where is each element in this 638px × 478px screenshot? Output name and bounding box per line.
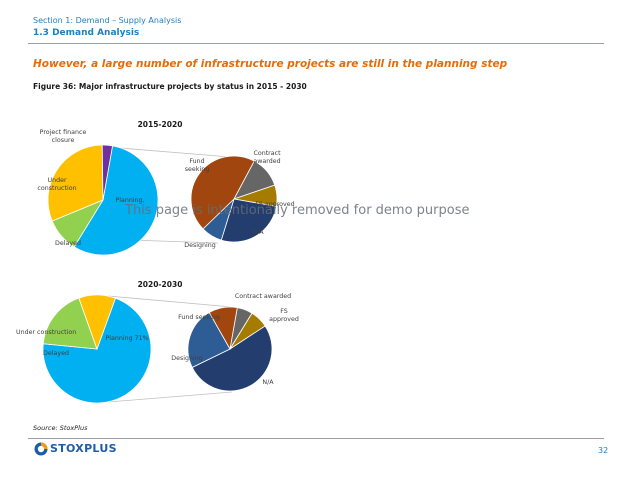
header-divider bbox=[28, 43, 604, 44]
slice-label-fund-seeking: Fund seeking bbox=[178, 314, 220, 321]
slice-label-designing: Designing bbox=[171, 355, 202, 362]
logo-wordmark: STOXPLUS bbox=[50, 442, 117, 455]
slice-label-delayed: Delayed bbox=[43, 350, 69, 357]
page-number: 32 bbox=[598, 446, 609, 455]
slice-label-project-finance: Project finance closure bbox=[40, 129, 87, 144]
pie-slice-delayed bbox=[42, 297, 98, 350]
section-label: Section 1: Demand – Supply Analysis bbox=[33, 16, 182, 25]
slice-label-na: N/A bbox=[252, 229, 264, 236]
pie-slice-planning bbox=[73, 145, 159, 256]
pie-slice-under-construction bbox=[78, 294, 116, 351]
pie-slice-under-construction bbox=[47, 144, 104, 222]
pie-slice-n-a bbox=[220, 198, 277, 243]
chart-title-2020: 2020-2030 bbox=[138, 280, 183, 289]
slice-label-fs-approved: FS approved bbox=[269, 308, 299, 323]
connector-line bbox=[129, 239, 219, 244]
slice-label-planning: Planning 71% bbox=[105, 335, 148, 342]
stoxplus-logo-icon bbox=[34, 442, 48, 456]
slice-label-na: N/A bbox=[262, 379, 274, 386]
pie-2015-main bbox=[47, 144, 159, 256]
pie-slice-fund-seeking bbox=[190, 155, 255, 230]
connector-line bbox=[107, 391, 233, 403]
slice-label-under-construction: Under construction bbox=[16, 329, 76, 336]
pie-slice-designing bbox=[187, 311, 231, 368]
slice-label-fund-seeking: Fund seeking bbox=[185, 158, 209, 173]
connector-line bbox=[107, 295, 233, 308]
slice-label-designing: Designing bbox=[184, 242, 215, 249]
slice-label-contract-awarded: Contract awarded bbox=[235, 293, 291, 300]
pie-slice-project-finance-closure bbox=[101, 144, 114, 201]
pie-2020-breakdown bbox=[187, 306, 273, 392]
pie-2015-breakdown bbox=[190, 155, 278, 243]
footer-divider bbox=[28, 438, 604, 439]
pie-slice-fund-seeking bbox=[208, 306, 238, 351]
pie-slice-n-a bbox=[191, 325, 273, 392]
source-note: Source: StoxPlus bbox=[33, 424, 88, 432]
page-headline: However, a large number of infrastructur… bbox=[33, 58, 508, 70]
slice-label-delayed: Delayed bbox=[55, 240, 81, 247]
slice-label-under-construction: Under construction bbox=[37, 177, 76, 192]
figure-caption: Figure 36: Major infrastructure projects… bbox=[33, 82, 307, 91]
watermark-text: This page is intentionally removed for d… bbox=[125, 203, 470, 218]
pie-2020-main bbox=[42, 294, 152, 404]
slice-label-contract-awarded: Contract awarded bbox=[253, 150, 281, 165]
slice-label-fs-approved: FS approved bbox=[255, 201, 294, 208]
subsection-label: 1.3 Demand Analysis bbox=[33, 28, 140, 38]
chart-title-2015: 2015-2020 bbox=[138, 120, 183, 129]
slice-label-planning: Planning, bbox=[115, 197, 144, 204]
pie-slice-planning-71 bbox=[42, 297, 152, 404]
